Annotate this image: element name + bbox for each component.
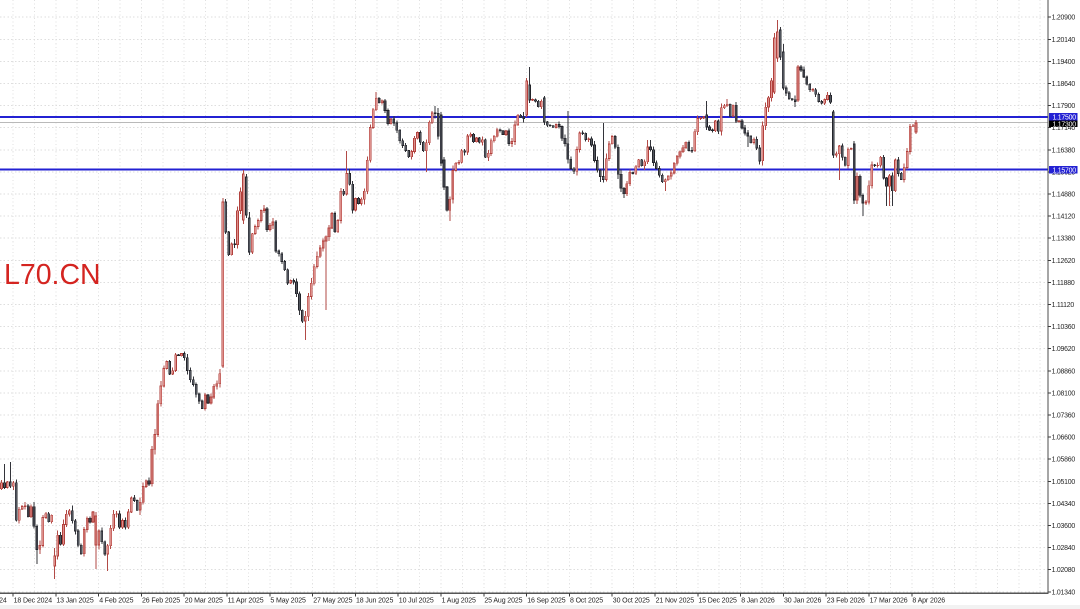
svg-text:4 Feb 2025: 4 Feb 2025 — [99, 597, 133, 604]
svg-text:1.20900: 1.20900 — [1052, 15, 1076, 22]
svg-text:26 Feb 2025: 26 Feb 2025 — [142, 597, 180, 604]
svg-text:1.19400: 1.19400 — [1052, 59, 1076, 66]
svg-text:23 Feb 2026: 23 Feb 2026 — [827, 597, 865, 604]
svg-text:15 Dec 2025: 15 Dec 2025 — [698, 597, 737, 604]
svg-text:27 May 2025: 27 May 2025 — [313, 597, 352, 604]
svg-text:30 Oct 2025: 30 Oct 2025 — [613, 597, 650, 604]
svg-text:1.07360: 1.07360 — [1052, 413, 1076, 420]
svg-text:16 Sep 2025: 16 Sep 2025 — [527, 597, 566, 604]
svg-text:1.12620: 1.12620 — [1052, 258, 1076, 265]
svg-text:1.20140: 1.20140 — [1052, 37, 1076, 44]
svg-text:1.14120: 1.14120 — [1052, 214, 1076, 221]
svg-text:L70.CN: L70.CN — [4, 259, 101, 291]
svg-text:1.14880: 1.14880 — [1052, 192, 1076, 199]
svg-text:25 Aug 2025: 25 Aug 2025 — [484, 597, 522, 604]
svg-text:1.13380: 1.13380 — [1052, 236, 1076, 243]
svg-text:10 Jul 2025: 10 Jul 2025 — [399, 597, 434, 604]
svg-text:5 May 2025: 5 May 2025 — [270, 597, 306, 604]
svg-text:18 Dec 2024: 18 Dec 2024 — [14, 597, 53, 604]
svg-text:1.15700: 1.15700 — [1053, 167, 1077, 174]
svg-text:1.18640: 1.18640 — [1052, 81, 1076, 88]
svg-text:1.11880: 1.11880 — [1052, 280, 1075, 287]
svg-text:13 Jan 2025: 13 Jan 2025 — [56, 597, 93, 604]
svg-text:1.04340: 1.04340 — [1052, 501, 1076, 508]
svg-text:30 Jan 2026: 30 Jan 2026 — [784, 597, 821, 604]
svg-text:21 Nov 2025: 21 Nov 2025 — [656, 597, 695, 604]
svg-text:1.05860: 1.05860 — [1052, 457, 1076, 464]
svg-text:1.16380: 1.16380 — [1052, 147, 1076, 154]
svg-text:1.17900: 1.17900 — [1052, 103, 1076, 110]
svg-text:1.05100: 1.05100 — [1052, 479, 1076, 486]
svg-text:1.06600: 1.06600 — [1052, 435, 1076, 442]
svg-text:1.17300: 1.17300 — [1053, 122, 1077, 129]
svg-text:8 Oct 2025: 8 Oct 2025 — [570, 597, 603, 604]
svg-text:17 Mar 2026: 17 Mar 2026 — [870, 597, 908, 604]
svg-text:8 Jan 2026: 8 Jan 2026 — [741, 597, 775, 604]
svg-text:11 Apr 2025: 11 Apr 2025 — [228, 597, 264, 604]
svg-text:18 Jun 2025: 18 Jun 2025 — [356, 597, 393, 604]
svg-text:1.09620: 1.09620 — [1052, 346, 1076, 353]
svg-text:1.17140: 1.17140 — [1052, 125, 1076, 132]
svg-text:1.11120: 1.11120 — [1052, 302, 1075, 309]
svg-text:1.08100: 1.08100 — [1052, 390, 1076, 397]
svg-text:26 Nov 2024: 26 Nov 2024 — [0, 597, 7, 604]
svg-text:1.08860: 1.08860 — [1052, 368, 1076, 375]
svg-text:1.17500: 1.17500 — [1053, 114, 1077, 121]
svg-text:1.02080: 1.02080 — [1052, 567, 1076, 574]
svg-text:1.01340: 1.01340 — [1052, 589, 1076, 596]
svg-text:1.03600: 1.03600 — [1052, 523, 1076, 530]
svg-text:1 Aug 2025: 1 Aug 2025 — [442, 597, 476, 604]
svg-text:20 Mar 2025: 20 Mar 2025 — [185, 597, 223, 604]
svg-text:1.02840: 1.02840 — [1052, 545, 1076, 552]
svg-text:1.10360: 1.10360 — [1052, 324, 1076, 331]
svg-text:8 Apr 2026: 8 Apr 2026 — [912, 597, 945, 604]
